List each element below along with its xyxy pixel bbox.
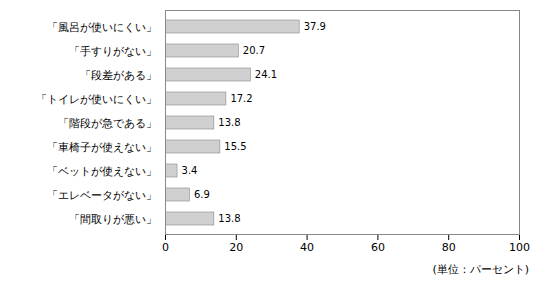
html-text:(単位：パーセント): (単位：パーセント) (432, 263, 529, 276)
svg-text:15.5: 15.5 (224, 141, 246, 152)
svg-text:3.4: 3.4 (182, 165, 198, 176)
svg-text:「エレベータがない」: 「エレベータがない」 (47, 189, 157, 202)
svg-text:「間取りが悪い」: 「間取りが悪い」 (69, 213, 157, 226)
svg-text:37.9: 37.9 (304, 21, 326, 32)
svg-text:13.8: 13.8 (218, 117, 240, 128)
svg-text:「段差がある」: 「段差がある」 (80, 69, 157, 82)
svg-text:20: 20 (229, 241, 243, 254)
svg-text:「トイレが使いにくい」: 「トイレが使いにくい」 (36, 93, 157, 106)
svg-text:6.9: 6.9 (194, 189, 210, 200)
svg-text:「車椅子が使えない」: 「車椅子が使えない」 (47, 141, 157, 154)
svg-text:「手すりがない」: 「手すりがない」 (69, 45, 157, 58)
svg-text:「階段が急である」: 「階段が急である」 (58, 117, 157, 130)
svg-text:20.7: 20.7 (243, 45, 265, 56)
svg-text:80: 80 (442, 241, 456, 254)
svg-text:100: 100 (509, 241, 530, 254)
svg-text:「ベットが使えない」: 「ベットが使えない」 (47, 165, 157, 178)
svg-text:40: 40 (300, 241, 314, 254)
svg-text:0: 0 (162, 241, 169, 254)
svg-text:60: 60 (371, 241, 385, 254)
svg-text:17.2: 17.2 (230, 93, 252, 104)
svg-text:13.8: 13.8 (218, 213, 240, 224)
svg-text:「風呂が使いにくい」: 「風呂が使いにくい」 (47, 21, 157, 34)
svg-text:24.1: 24.1 (255, 69, 277, 80)
